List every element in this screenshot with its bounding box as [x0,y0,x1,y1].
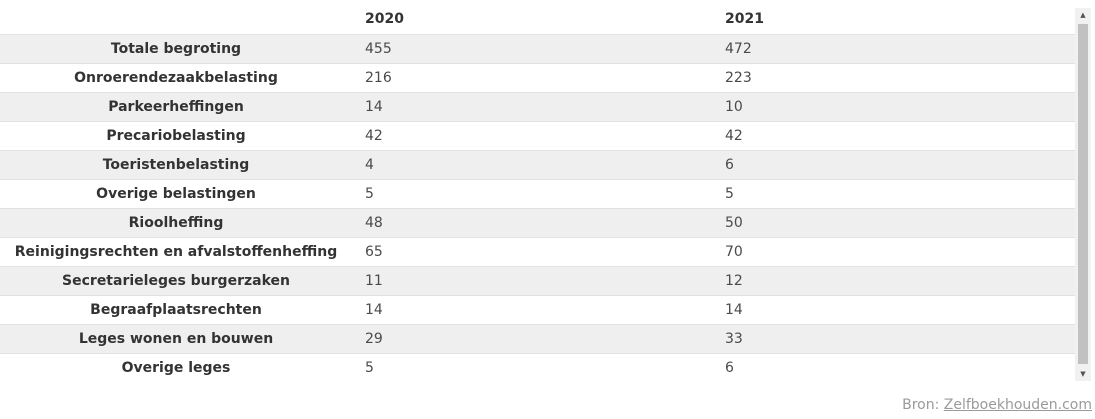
header-2020: 2020 [352,4,712,35]
table-row: Overige belastingen 5 5 [0,179,1075,209]
row-label: Rioolheffing [0,208,352,238]
table-row: Toeristenbelasting 4 6 [0,150,1075,180]
value-2021: 33 [712,324,1075,354]
vertical-scrollbar[interactable]: ▲ ▼ [1075,8,1091,381]
source-prefix: Bron: [902,397,940,413]
value-2020: 48 [352,208,712,238]
header-2021: 2021 [712,4,1075,35]
row-label: Begraafplaatsrechten [0,295,352,325]
table-container[interactable]: 2020 2021 Totale begroting 455 472 Onroeren… [0,4,1075,382]
row-label: Reinigingsrechten en afvalstoffenheffing [0,237,352,267]
table-row: Rioolheffing 48 50 [0,208,1075,238]
value-2020: 5 [352,353,712,382]
value-2021: 10 [712,92,1075,122]
value-2020: 65 [352,237,712,267]
scroll-up-icon[interactable]: ▲ [1080,11,1086,19]
tax-table: 2020 2021 Totale begroting 455 472 Onroeren… [0,4,1075,382]
value-2021: 70 [712,237,1075,267]
table-row: Precariobelasting 42 42 [0,121,1075,151]
value-2020: 216 [352,63,712,93]
value-2020: 4 [352,150,712,180]
value-2020: 42 [352,121,712,151]
row-label: Onroerendezaakbelasting [0,63,352,93]
row-label: Secretarieleges burgerzaken [0,266,352,296]
value-2020: 14 [352,92,712,122]
table-row: Onroerendezaakbelasting 216 223 [0,63,1075,93]
table-row: Begraafplaatsrechten 14 14 [0,295,1075,325]
scroll-down-icon[interactable]: ▼ [1080,370,1086,378]
value-2020: 14 [352,295,712,325]
table-row: Reinigingsrechten en afvalstoffenheffing… [0,237,1075,267]
row-label: Precariobelasting [0,121,352,151]
row-label: Overige leges [0,353,352,382]
value-2021: 12 [712,266,1075,296]
table-row: Leges wonen en bouwen 29 33 [0,324,1075,354]
value-2021: 14 [712,295,1075,325]
table-row: Parkeerheffingen 14 10 [0,92,1075,122]
row-label: Totale begroting [0,34,352,64]
row-label: Toeristenbelasting [0,150,352,180]
source-link[interactable]: Zelfboekhouden.com [943,397,1092,413]
table-header-row: 2020 2021 [0,4,1075,35]
value-2021: 472 [712,34,1075,64]
value-2020: 455 [352,34,712,64]
value-2020: 11 [352,266,712,296]
table-row: Overige leges 5 6 [0,353,1075,382]
value-2020: 29 [352,324,712,354]
value-2021: 223 [712,63,1075,93]
value-2020: 5 [352,179,712,209]
table-row: Totale begroting 455 472 [0,34,1075,64]
value-2021: 6 [712,353,1075,382]
value-2021: 50 [712,208,1075,238]
row-label: Overige belastingen [0,179,352,209]
scrollbar-thumb[interactable] [1078,24,1088,364]
value-2021: 42 [712,121,1075,151]
row-label: Leges wonen en bouwen [0,324,352,354]
table-row: Secretarieleges burgerzaken 11 12 [0,266,1075,296]
value-2021: 6 [712,150,1075,180]
row-label: Parkeerheffingen [0,92,352,122]
source-note: Bron: Zelfboekhouden.com [902,397,1092,413]
value-2021: 5 [712,179,1075,209]
header-label [0,4,352,35]
